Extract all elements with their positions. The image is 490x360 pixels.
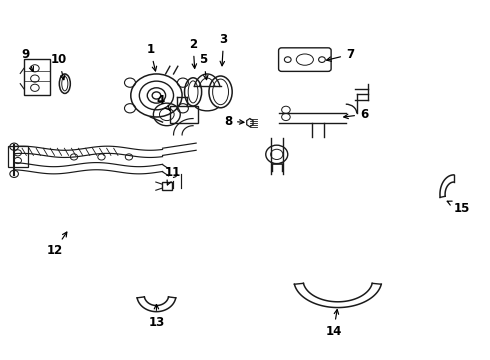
Bar <box>171 106 198 123</box>
Text: 11: 11 <box>165 166 181 185</box>
Text: 4: 4 <box>157 94 170 110</box>
Text: 14: 14 <box>325 310 342 338</box>
Text: 12: 12 <box>47 232 67 257</box>
Text: 5: 5 <box>199 53 208 80</box>
Text: 15: 15 <box>447 201 470 215</box>
Text: 2: 2 <box>189 38 197 68</box>
Text: 9: 9 <box>22 48 33 71</box>
Text: 10: 10 <box>50 53 67 80</box>
Text: 7: 7 <box>326 48 354 61</box>
Text: 3: 3 <box>220 33 228 66</box>
Text: 6: 6 <box>344 108 368 121</box>
Text: 13: 13 <box>148 305 165 329</box>
Bar <box>162 182 172 190</box>
Text: 1: 1 <box>147 43 157 71</box>
Text: 8: 8 <box>224 114 244 127</box>
